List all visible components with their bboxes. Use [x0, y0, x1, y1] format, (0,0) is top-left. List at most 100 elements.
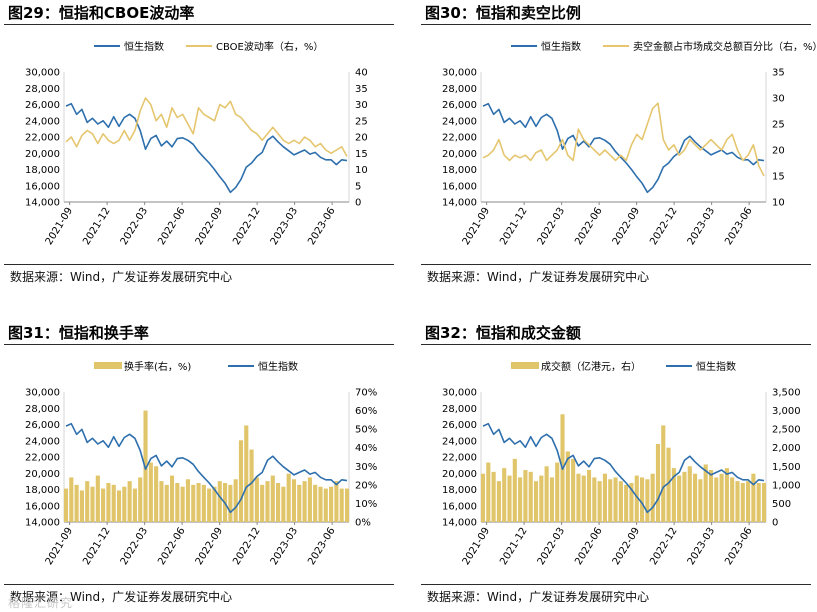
left-tick-label: 30,000	[25, 388, 60, 399]
bar	[116, 490, 122, 522]
bar	[196, 483, 201, 522]
divider	[4, 584, 394, 585]
right-tick-label: 10	[772, 198, 785, 209]
chart-panel-3: 图31：恒指和换手率 换手率(右，%) 恒生指数 30,000 28,000 26,00…	[4, 320, 398, 610]
bar	[518, 477, 523, 522]
bar-series	[63, 410, 350, 522]
series-line	[65, 102, 348, 194]
left-tick-label: 20,000	[442, 469, 477, 480]
bar	[201, 484, 206, 522]
x-tick-label: 2021-12	[498, 526, 529, 567]
x-tick-label: 2022-03	[536, 526, 567, 567]
x-tick-label: 2022-06	[573, 526, 604, 567]
bar	[307, 477, 312, 522]
left-tick-label: 16,000	[25, 181, 60, 192]
bar	[143, 410, 148, 522]
legend: 换手率(右，%) 恒生指数	[94, 360, 298, 373]
divider	[421, 264, 811, 265]
bar	[233, 479, 238, 522]
bar	[687, 466, 692, 522]
bar	[491, 471, 496, 522]
right-tick-label: 10%	[355, 499, 377, 510]
legend-label: 恒生指数	[541, 40, 581, 53]
bar	[159, 481, 164, 522]
bar	[111, 484, 116, 522]
right-tick-label: 40	[355, 68, 368, 79]
left-tick-label: 28,000	[442, 84, 477, 95]
bar	[597, 481, 602, 522]
x-tick-label: 2022-12	[231, 206, 262, 247]
bar	[592, 477, 597, 522]
chart-1-svg: 恒生指数 CBOE波动率（右，%） 30,000 28,000 26,000 24,000…	[25, 40, 368, 247]
bar	[344, 488, 350, 522]
bar	[212, 486, 217, 522]
left-tick-label: 16,000	[25, 501, 60, 512]
bar	[238, 440, 244, 522]
left-tick-label: 16,000	[442, 181, 477, 192]
legend-label: 成交额（亿港元，右）	[541, 360, 641, 373]
left-tick-label: 16,000	[442, 501, 477, 512]
x-tick-label: 2022-09	[194, 206, 225, 247]
bar	[281, 486, 286, 522]
right-tick-label: 30%	[355, 462, 377, 473]
bar	[761, 483, 767, 522]
bar	[740, 483, 745, 522]
legend-label: CBOE波动率（右，%）	[216, 40, 323, 53]
legend: 恒生指数 CBOE波动率（右，%）	[94, 40, 323, 53]
x-tick-label: 2022-03	[536, 206, 567, 247]
bar	[677, 475, 682, 522]
divider	[421, 24, 811, 25]
bar	[523, 470, 528, 522]
left-tick-label: 20,000	[25, 149, 60, 160]
left-tick-label: 26,000	[25, 100, 60, 111]
bar	[291, 479, 297, 522]
legend-label: 恒生指数	[124, 40, 164, 53]
bar	[313, 484, 318, 522]
bar	[254, 477, 259, 522]
bar	[655, 444, 661, 522]
x-tick-label: 2022-12	[648, 526, 679, 567]
right-tick-label: 25	[772, 120, 785, 131]
bar	[565, 451, 570, 522]
divider	[421, 344, 811, 345]
bar	[217, 481, 222, 522]
left-tick-label: 14,000	[25, 518, 60, 529]
bar	[334, 481, 339, 522]
bar	[169, 475, 175, 522]
bar	[629, 483, 634, 522]
bar	[175, 483, 180, 522]
right-tick-label: 60%	[355, 406, 377, 417]
bar	[735, 481, 740, 522]
bar	[95, 475, 100, 522]
left-tick-label: 14,000	[442, 198, 477, 209]
legend-swatch	[511, 362, 539, 369]
bar	[63, 488, 69, 522]
left-tick-label: 14,000	[25, 198, 60, 209]
chart-panel-2: 图30：恒指和卖空比例 恒生指数 卖空金额占市场成交总额百分比（右，%） 30,00…	[421, 0, 817, 290]
bar	[318, 486, 323, 522]
divider	[4, 344, 394, 345]
bar	[276, 483, 281, 522]
series-line	[65, 422, 348, 514]
bar	[85, 481, 90, 522]
bar	[101, 488, 106, 522]
right-tick-label: 25	[355, 116, 368, 127]
legend: 恒生指数 卖空金额占市场成交总额百分比（右，%）	[511, 40, 817, 53]
left-tick-label: 28,000	[25, 84, 60, 95]
bar	[270, 475, 275, 522]
chart-panel-4: 图32：恒指和成交金额 成交额（亿港元，右） 恒生指数 30,000 28,000 26…	[421, 320, 815, 610]
bar	[724, 468, 729, 522]
bar	[539, 475, 544, 522]
bar	[549, 477, 554, 522]
bar	[244, 425, 249, 522]
legend: 成交额（亿港元，右） 恒生指数	[511, 360, 736, 373]
series-line	[482, 422, 765, 514]
chart-panel-1: 图29：恒指和CBOE波动率 恒生指数 CBOE波动率（右，%） 30,000 28,…	[4, 0, 398, 290]
right-tick-label: 1,500	[772, 462, 801, 473]
bar	[571, 458, 576, 522]
bar	[191, 484, 196, 522]
bar	[154, 466, 159, 522]
bar	[148, 462, 153, 522]
bar	[746, 481, 751, 522]
x-tick-label: 2022-09	[611, 206, 642, 247]
